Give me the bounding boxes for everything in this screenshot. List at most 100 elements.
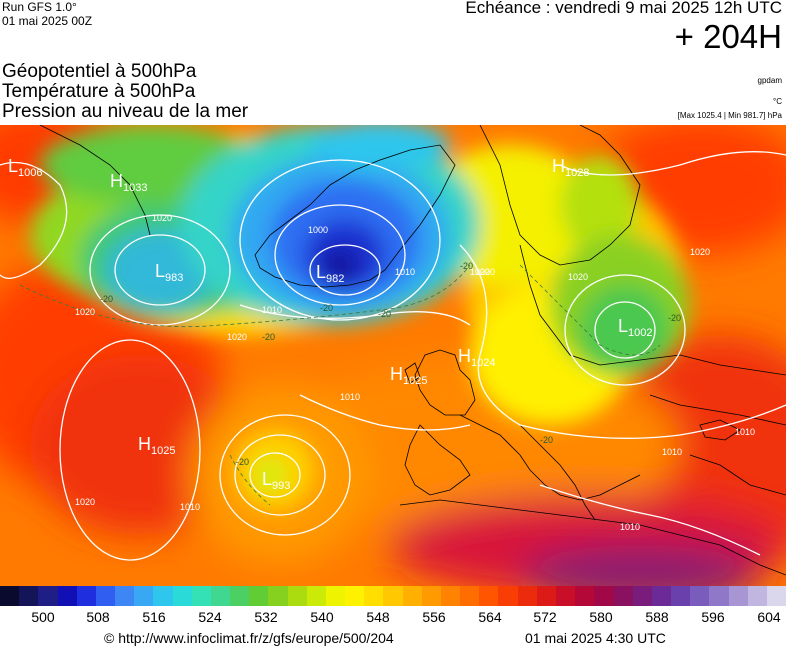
color-scale-swatch: [268, 586, 288, 606]
unit-temperature: °C: [773, 97, 782, 106]
color-scale-swatch: [651, 586, 672, 606]
isobar-value-label: 1020: [690, 247, 710, 257]
pressure-center-label: L982: [316, 262, 344, 285]
isobar-value-label: 1020: [470, 267, 490, 277]
pressure-center-label: H1025: [390, 364, 427, 387]
color-scale-swatch: [613, 586, 633, 606]
color-scale-tick-label: 604: [757, 609, 781, 625]
isotherm-value-label: -20: [540, 435, 553, 445]
color-scale-swatch: [594, 586, 614, 606]
color-scale-swatch: [191, 586, 211, 606]
color-scale-swatch: [134, 586, 154, 606]
color-scale-swatch: [364, 586, 384, 606]
color-scale-swatch: [440, 586, 461, 606]
run-info: Run GFS 1.0° 01 mai 2025 00Z: [2, 0, 92, 28]
coastlines: [39, 125, 786, 576]
isobar-value-label: 1020: [75, 307, 95, 317]
isobar-value-label: 1010: [662, 447, 682, 457]
pressure-center-labels: L1006 H1033 L983 L982 H1028 L1002 H1024 H1025 H1…: [8, 156, 653, 492]
color-scale-swatch: [555, 586, 576, 606]
pressure-center-label: H1024: [458, 346, 495, 369]
color-scale-swatch: [536, 586, 556, 606]
color-scale-swatch: [709, 586, 729, 606]
color-scale-swatch: [153, 586, 173, 606]
generation-timestamp: 01 mai 2025 4:30 UTC: [525, 630, 666, 646]
color-scale-swatch: [421, 586, 441, 606]
pressure-range: [Max 1025.4 | Min 981.7] hPa: [677, 111, 782, 120]
color-scale-swatch: [517, 586, 537, 606]
title-geopotential: Géopotentiel à 500hPa: [2, 61, 197, 82]
color-scale-tick-label: 508: [86, 609, 110, 625]
temperature-isotherms: [19, 264, 661, 506]
pressure-center-label: H1028: [552, 156, 589, 179]
color-scale-swatch: [479, 586, 499, 606]
color-scale-swatch: [0, 586, 20, 606]
source-url: © http://www.infoclimat.fr/z/gfs/europe/…: [104, 630, 394, 646]
pressure-center-label: H1025: [138, 434, 175, 457]
color-scale-swatch: [575, 586, 595, 606]
color-scale-swatch: [383, 586, 403, 606]
color-scale-swatch: [230, 586, 250, 606]
pressure-center-label: L983: [155, 261, 183, 284]
color-scale-tick-label: 540: [310, 609, 334, 625]
isotherm-value-label: -20: [378, 309, 391, 319]
color-scale-swatch: [38, 586, 58, 606]
title-pressure: Pression au niveau de la mer: [2, 101, 249, 122]
color-scale-swatch: [287, 586, 307, 606]
color-scale-tick-label: 564: [478, 609, 502, 625]
color-scale-swatch: [57, 586, 77, 606]
isobar-value-label: 1010: [180, 502, 200, 512]
forecast-hour: + 204H: [674, 18, 782, 55]
color-scale-tick-label: 500: [31, 609, 55, 625]
title-temperature: Température à 500hPa: [2, 81, 196, 102]
geopotential-field: [0, 125, 786, 586]
weather-map: L1006 H1033 L983 L982 H1028 L1002 H1024 H1025 H1…: [0, 125, 786, 586]
isotherm-value-label: -20: [460, 261, 473, 271]
color-scale-swatch: [115, 586, 135, 606]
color-scale-swatch: [690, 586, 710, 606]
isobar-value-label: 1020: [75, 497, 95, 507]
isotherm-value-label: -20: [100, 294, 113, 304]
color-scale-swatch: [172, 586, 192, 606]
forecast-valid-time: Echéance : vendredi 9 mai 2025 12h UTC: [465, 0, 782, 17]
isotherm-value-labels: -20 -20 -20 -20 -20 -20 -20 -20: [100, 261, 681, 467]
color-scale-swatch: [766, 586, 786, 606]
pressure-center-label: L1002: [618, 316, 653, 339]
color-scale-swatch: [728, 586, 748, 606]
isobar-value-label: 1010: [620, 522, 640, 532]
isobar-value-label: 1020: [227, 332, 247, 342]
color-scale-tick-label: 596: [701, 609, 725, 625]
isotherm-value-label: -20: [262, 332, 275, 342]
unit-geopotential: gpdam: [757, 76, 782, 85]
color-scale-swatch: [460, 586, 480, 606]
map-titles: Géopotentiel à 500hPa Température à 500h…: [2, 62, 248, 122]
run-model: Run GFS 1.0°: [2, 0, 77, 14]
color-scale-tick-label: 580: [589, 609, 613, 625]
color-scale-tick-label: 548: [366, 609, 390, 625]
isobar-value-label: 1000: [308, 225, 328, 235]
pressure-center-label: L993: [262, 469, 290, 492]
isobar-value-label: 1010: [262, 305, 282, 315]
color-scale-tick-label: 516: [142, 609, 166, 625]
isobar-value-label: 1020: [475, 267, 495, 277]
isotherm-value-label: -20: [236, 457, 249, 467]
pressure-center-label: H1033: [110, 171, 147, 194]
color-scale-swatch: [671, 586, 691, 606]
color-scale-tick-label: 572: [533, 609, 557, 625]
isobars: [0, 151, 786, 561]
color-scale-swatch: [95, 586, 116, 606]
color-scale-tick-label: 524: [198, 609, 222, 625]
color-scale-swatch: [747, 586, 767, 606]
color-scale-swatch: [345, 586, 365, 606]
isobar-value-label: 1010: [340, 392, 360, 402]
color-scale-tick-label: 532: [254, 609, 278, 625]
isobar-value-label: 1010: [395, 267, 415, 277]
color-scale-swatch: [498, 586, 518, 606]
color-scale-swatch: [249, 586, 269, 606]
pressure-center-label: L1006: [8, 156, 43, 179]
color-scale-swatch: [632, 586, 652, 606]
color-scale-tick-label: 588: [645, 609, 669, 625]
isotherm-value-label: -20: [668, 313, 681, 323]
color-scale-swatch: [19, 586, 39, 606]
